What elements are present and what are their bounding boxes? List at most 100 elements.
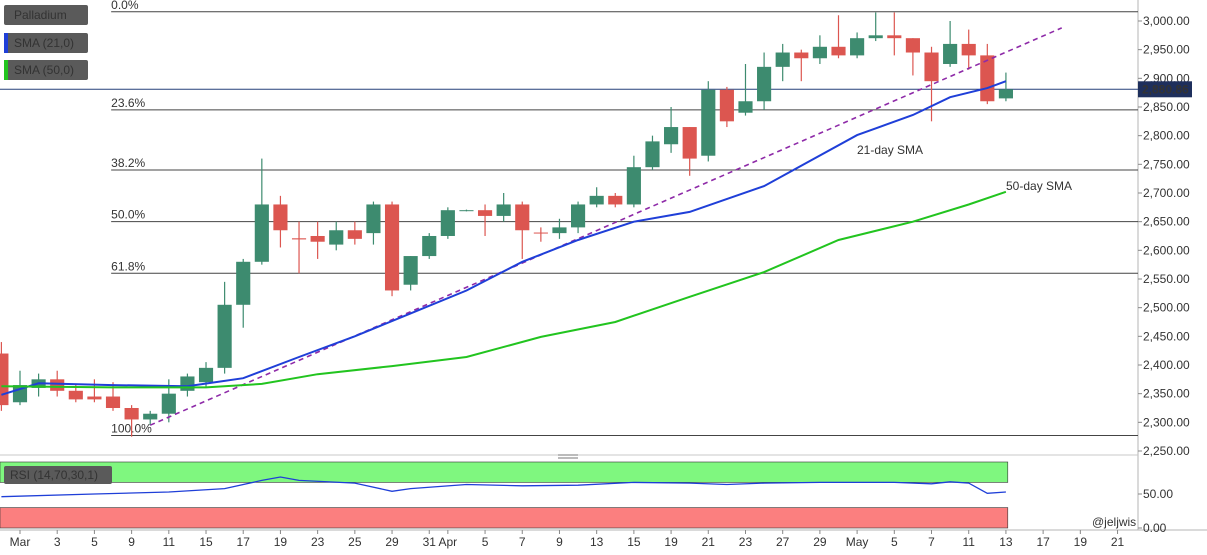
candle xyxy=(310,221,325,259)
candle-body xyxy=(68,390,83,400)
candle xyxy=(552,218,567,239)
candle-body xyxy=(980,55,995,102)
candle-body xyxy=(775,52,790,67)
candle xyxy=(143,410,158,426)
candle-body xyxy=(180,376,195,391)
candle-body xyxy=(757,66,772,102)
candle xyxy=(887,12,902,56)
x-tick-label: 5 xyxy=(91,535,98,549)
candle xyxy=(124,405,139,437)
candle-body xyxy=(477,210,493,216)
candle xyxy=(961,29,976,70)
y-tick-label: 2,500.00 xyxy=(1143,301,1190,315)
candle xyxy=(366,201,381,245)
legend-box xyxy=(4,60,88,80)
candle xyxy=(477,204,493,236)
y-tick-label: 2,700.00 xyxy=(1143,186,1190,200)
candle-body xyxy=(701,89,716,156)
x-tick-label: 23 xyxy=(311,535,325,549)
candle-body xyxy=(384,204,400,291)
candle-body xyxy=(812,46,827,59)
candle xyxy=(254,158,269,265)
candle xyxy=(589,187,604,208)
x-tick-label: 13 xyxy=(590,535,604,549)
candle-body xyxy=(533,232,548,234)
rsi-line xyxy=(1,476,1006,498)
x-tick-label: 13 xyxy=(999,535,1013,549)
x-tick-label: Mar xyxy=(10,535,31,549)
candle-body xyxy=(998,89,1013,99)
y-tick-label: 2,450.00 xyxy=(1143,329,1190,343)
candle-body xyxy=(645,141,660,168)
candle-body xyxy=(236,261,251,305)
candle-body xyxy=(943,43,958,64)
last-price-badge xyxy=(1138,81,1192,98)
candle xyxy=(701,81,716,162)
candle xyxy=(626,155,641,208)
candle-body xyxy=(626,167,641,205)
x-tick-label: 19 xyxy=(274,535,288,549)
candle-body xyxy=(496,204,511,216)
candle-body xyxy=(515,204,530,231)
legend-label: Palladium xyxy=(14,8,67,22)
x-tick-label: 31 xyxy=(423,535,437,549)
candle-body xyxy=(738,101,753,113)
fib-label: 61.8% xyxy=(111,259,145,273)
x-tick-label: 29 xyxy=(813,535,827,549)
candle xyxy=(422,233,437,259)
x-tick-label: 5 xyxy=(891,535,898,549)
x-tick-label: 21 xyxy=(702,535,716,549)
x-tick-label: 19 xyxy=(664,535,678,549)
candle-body xyxy=(719,89,734,122)
candle xyxy=(924,46,939,122)
sma-line xyxy=(1,80,1007,396)
y-tick-label: 2,600.00 xyxy=(1143,243,1190,257)
fib-label: 38.2% xyxy=(111,156,145,170)
candle-body xyxy=(254,204,269,262)
y-tick-label: 3,000.00 xyxy=(1143,14,1190,28)
rsi-legend-label: RSI (14,70,30,1) xyxy=(10,468,98,482)
candle xyxy=(812,35,827,64)
candle xyxy=(515,201,530,259)
x-tick-label: 7 xyxy=(519,535,526,549)
candle xyxy=(0,342,9,411)
rsi-tick-label: 0.00 xyxy=(1143,521,1167,535)
candle-body xyxy=(905,38,920,53)
candle-body xyxy=(440,210,455,236)
candle-body xyxy=(273,204,288,231)
legend-item: SMA (50,0) xyxy=(4,60,88,80)
candle xyxy=(403,256,418,291)
candle xyxy=(794,49,809,82)
legend-item: Palladium xyxy=(4,5,88,25)
candle-body xyxy=(347,230,362,239)
candle xyxy=(905,38,920,76)
candle-body xyxy=(664,127,679,145)
fib-label: 50.0% xyxy=(111,208,145,222)
legend-label: SMA (50,0) xyxy=(14,63,74,77)
rsi-tick-label: 50.00 xyxy=(1143,487,1173,501)
fib-label: 23.6% xyxy=(111,96,145,110)
x-tick-label: 27 xyxy=(776,535,790,549)
x-tick-label: 7 xyxy=(928,535,935,549)
annotation: 50-day SMA xyxy=(1006,179,1072,193)
candle xyxy=(608,192,623,208)
x-tick-label: 5 xyxy=(482,535,489,549)
candle xyxy=(291,221,307,274)
candle-body xyxy=(198,367,214,383)
candle xyxy=(384,201,400,297)
candle xyxy=(496,192,511,222)
candle-body xyxy=(310,235,325,242)
candle xyxy=(682,127,697,176)
candle-body xyxy=(422,235,437,257)
candle xyxy=(757,52,772,110)
rsi-overbought-band xyxy=(0,461,1009,483)
x-tick-label: 17 xyxy=(1036,535,1050,549)
candle-body xyxy=(570,204,586,228)
candle-body xyxy=(143,413,158,420)
x-tick-label: 23 xyxy=(739,535,753,549)
sma-line xyxy=(1,190,1007,389)
y-tick-label: 2,400.00 xyxy=(1143,358,1190,372)
candle xyxy=(217,281,232,374)
candle xyxy=(868,12,883,42)
